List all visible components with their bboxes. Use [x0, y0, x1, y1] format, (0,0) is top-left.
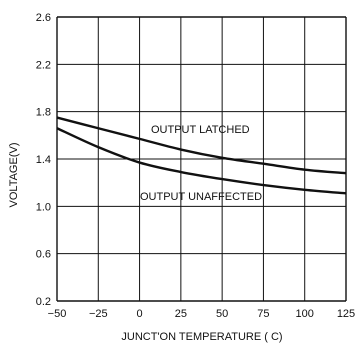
series-output-latched-line [56, 116, 347, 175]
x-tick-label: 0 [137, 308, 143, 320]
y-tick-label: 1.4 [36, 154, 51, 166]
y-tick-label: 0.6 [36, 249, 51, 261]
x-tick-label: 100 [296, 308, 314, 320]
y-tick-label: 1.8 [36, 107, 51, 119]
y-tick-label: 2.6 [36, 12, 51, 24]
series-output-unaffected-line [56, 127, 347, 195]
y-tick-labels: 0.2 0.6 1.0 1.4 1.8 2.2 2.6 [36, 12, 51, 308]
x-tick-label: 25 [175, 308, 187, 320]
curves [56, 116, 347, 195]
y-tick-label: 1.0 [36, 201, 51, 213]
x-tick-label: 75 [257, 308, 269, 320]
y-axis-title: VOLTAGE(V) [8, 143, 20, 208]
curve-label-output-latched: OUTPUT LATCHED [151, 124, 250, 136]
x-tick-label: 50 [216, 308, 228, 320]
curve-label-output-unaffected: OUTPUT UNAFFECTED [140, 191, 262, 203]
x-tick-labels: −50 −25 0 25 50 75 100 125 [48, 308, 356, 320]
x-tick-label: −50 [48, 308, 67, 320]
grid [56, 16, 347, 302]
x-tick-label: 125 [337, 308, 355, 320]
x-axis-title: JUNCT'ON TEMPERATURE ( C) [121, 331, 282, 343]
y-tick-label: 0.2 [36, 296, 51, 308]
y-tick-label: 2.2 [36, 59, 51, 71]
x-tick-label: −25 [89, 308, 108, 320]
